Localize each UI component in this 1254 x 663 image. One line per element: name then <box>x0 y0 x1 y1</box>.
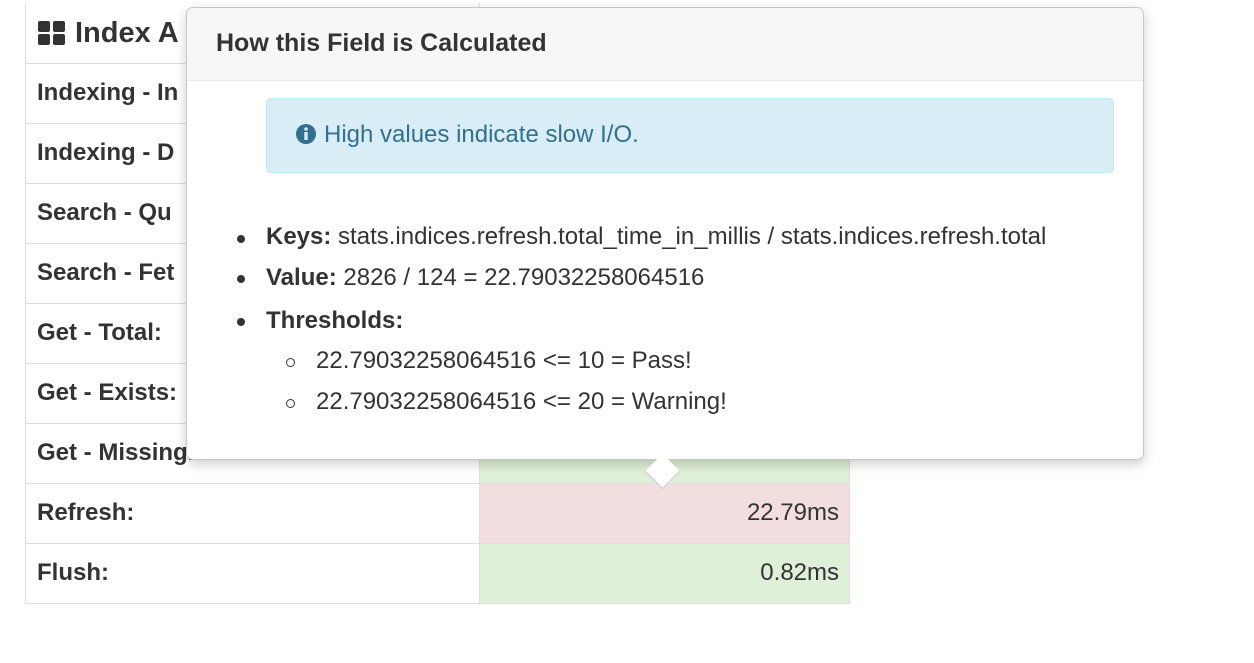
page: Index A Indexing - In Indexing - D Search -… <box>25 3 1144 604</box>
row-label: Get - Missing. <box>25 424 480 483</box>
bullet <box>237 275 245 283</box>
row-label: Search - Qu <box>25 184 480 243</box>
grid-icon <box>38 21 65 45</box>
sub-bullet <box>286 399 295 408</box>
table-row: Flush: 0.82ms <box>25 543 850 603</box>
popover-title: How this Field is Calculated <box>216 29 547 57</box>
header-cell: Index A <box>25 3 480 63</box>
info-alert: High values indicate slow I/O. <box>266 98 1114 173</box>
thresholds-label: Thresholds: <box>266 307 404 334</box>
header-title: Index A <box>75 17 179 49</box>
threshold-text: 22.79032258064516 <= 20 = Warning! <box>316 388 727 415</box>
alert-text: High values indicate slow I/O. <box>324 121 639 148</box>
bullet <box>237 235 245 243</box>
thresholds-item: Thresholds: <box>266 307 403 335</box>
table-row <box>25 603 850 663</box>
row-label: Indexing - In <box>25 64 480 123</box>
value-label: Value: <box>266 264 337 291</box>
table-row: Refresh: 22.79ms <box>25 483 850 543</box>
row-label: Search - Fet <box>25 244 480 303</box>
row-value: 0.82ms <box>480 544 850 603</box>
row-label: Get - Total: <box>25 304 480 363</box>
info-icon <box>296 124 316 144</box>
value-item: Value: 2826 / 124 = 22.79032258064516 <box>266 264 704 292</box>
table-row: Get - Total: <box>25 303 850 363</box>
row-value: 22.79ms <box>480 484 850 543</box>
popover: How this Field is Calculated High values… <box>186 7 1144 490</box>
row-label: Flush: <box>25 544 480 603</box>
header-row: Index A <box>25 3 850 63</box>
row-label: Indexing - D <box>25 124 480 183</box>
value-text: 2826 / 124 = 22.79032258064516 <box>343 264 705 291</box>
keys-label: Keys: <box>266 223 332 250</box>
threshold-text: 22.79032258064516 <= 10 = Pass! <box>316 347 692 374</box>
popover-header <box>187 8 1143 81</box>
keys-item: Keys: stats.indices.refresh.total_time_i… <box>266 223 1046 251</box>
bullet <box>237 318 245 326</box>
sub-bullet <box>286 358 295 367</box>
row-label: Refresh: <box>25 484 480 543</box>
keys-text: stats.indices.refresh.total_time_in_mill… <box>338 223 1047 250</box>
